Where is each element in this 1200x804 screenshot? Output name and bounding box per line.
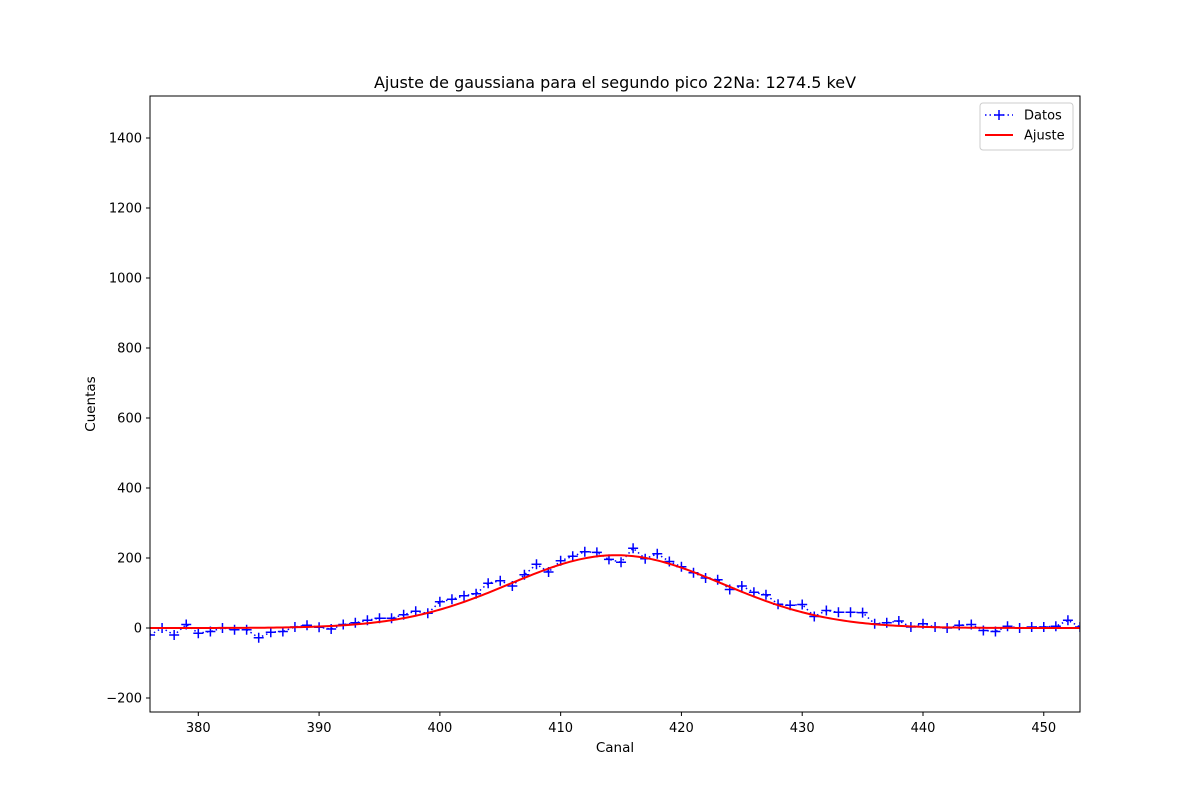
data-point [760,589,771,600]
data-point [652,548,663,559]
y-tick-label: 600 [117,412,142,427]
x-tick-label: 410 [548,721,573,736]
data-point [229,624,240,635]
data-point [954,620,965,631]
y-tick-label: −200 [106,692,142,707]
data-point [483,578,494,589]
x-tick-label: 420 [669,721,694,736]
data-point [495,575,506,586]
data-point [579,546,590,557]
x-tick-label: 430 [790,721,815,736]
y-axis-label: Cuentas [83,376,99,431]
data-point [531,559,542,570]
legend-datos-label: Datos [1024,109,1062,124]
y-tick-label: 400 [117,482,142,497]
y-tick-label: 1000 [109,272,142,287]
datos-series-line [150,547,1080,639]
data-point [616,557,627,568]
ajuste-series-line [150,554,1080,629]
data-point [193,628,204,639]
data-point [1062,615,1073,626]
data-point [821,605,832,616]
x-tick-label: 390 [307,721,332,736]
data-point [1002,621,1013,632]
data-point [459,590,470,601]
data-point [797,599,808,610]
plot-frame [149,95,1081,713]
legend: Datos Ajuste [979,102,1074,151]
data-point [302,620,313,631]
data-point [567,551,578,562]
data-point [1038,621,1049,632]
data-point [628,543,639,554]
data-point [241,624,252,635]
y-tick-label: 800 [117,342,142,357]
data-point [350,617,361,628]
data-point [434,596,445,607]
legend-ajuste-label: Ajuste [1024,129,1065,144]
plot-layer [150,543,1080,643]
x-axis-label: Canal [596,740,634,756]
data-point [1050,621,1061,632]
y-tick-label: 0 [134,622,142,637]
data-point [410,606,421,617]
data-point [833,607,844,618]
y-tick-label: 1400 [109,132,142,147]
x-tick-label: 440 [911,721,936,736]
data-point [446,594,457,605]
x-tick-label: 400 [427,721,452,736]
data-point [893,616,904,626]
data-point [1026,621,1037,632]
data-point [845,607,856,618]
data-point [1075,621,1080,632]
y-tick-label: 200 [117,552,142,567]
data-point [736,581,747,591]
plot-content [150,543,1080,643]
data-point [253,632,264,643]
data-point [265,627,276,638]
y-tick-label: 1200 [109,202,142,217]
legend-datos-marker [994,110,1004,120]
axes-layer: 380 390 400 410 420 430 440 450 −200 0 200 400 600 80… [106,95,1081,736]
data-point [169,630,180,640]
chart-title: Ajuste de gaussiana para el segundo pico… [374,73,856,92]
data-point [664,556,675,567]
data-point [150,630,155,640]
x-tick-label: 450 [1031,721,1056,736]
x-tick-label: 380 [186,721,211,736]
data-point [386,613,397,624]
data-point [857,607,868,618]
